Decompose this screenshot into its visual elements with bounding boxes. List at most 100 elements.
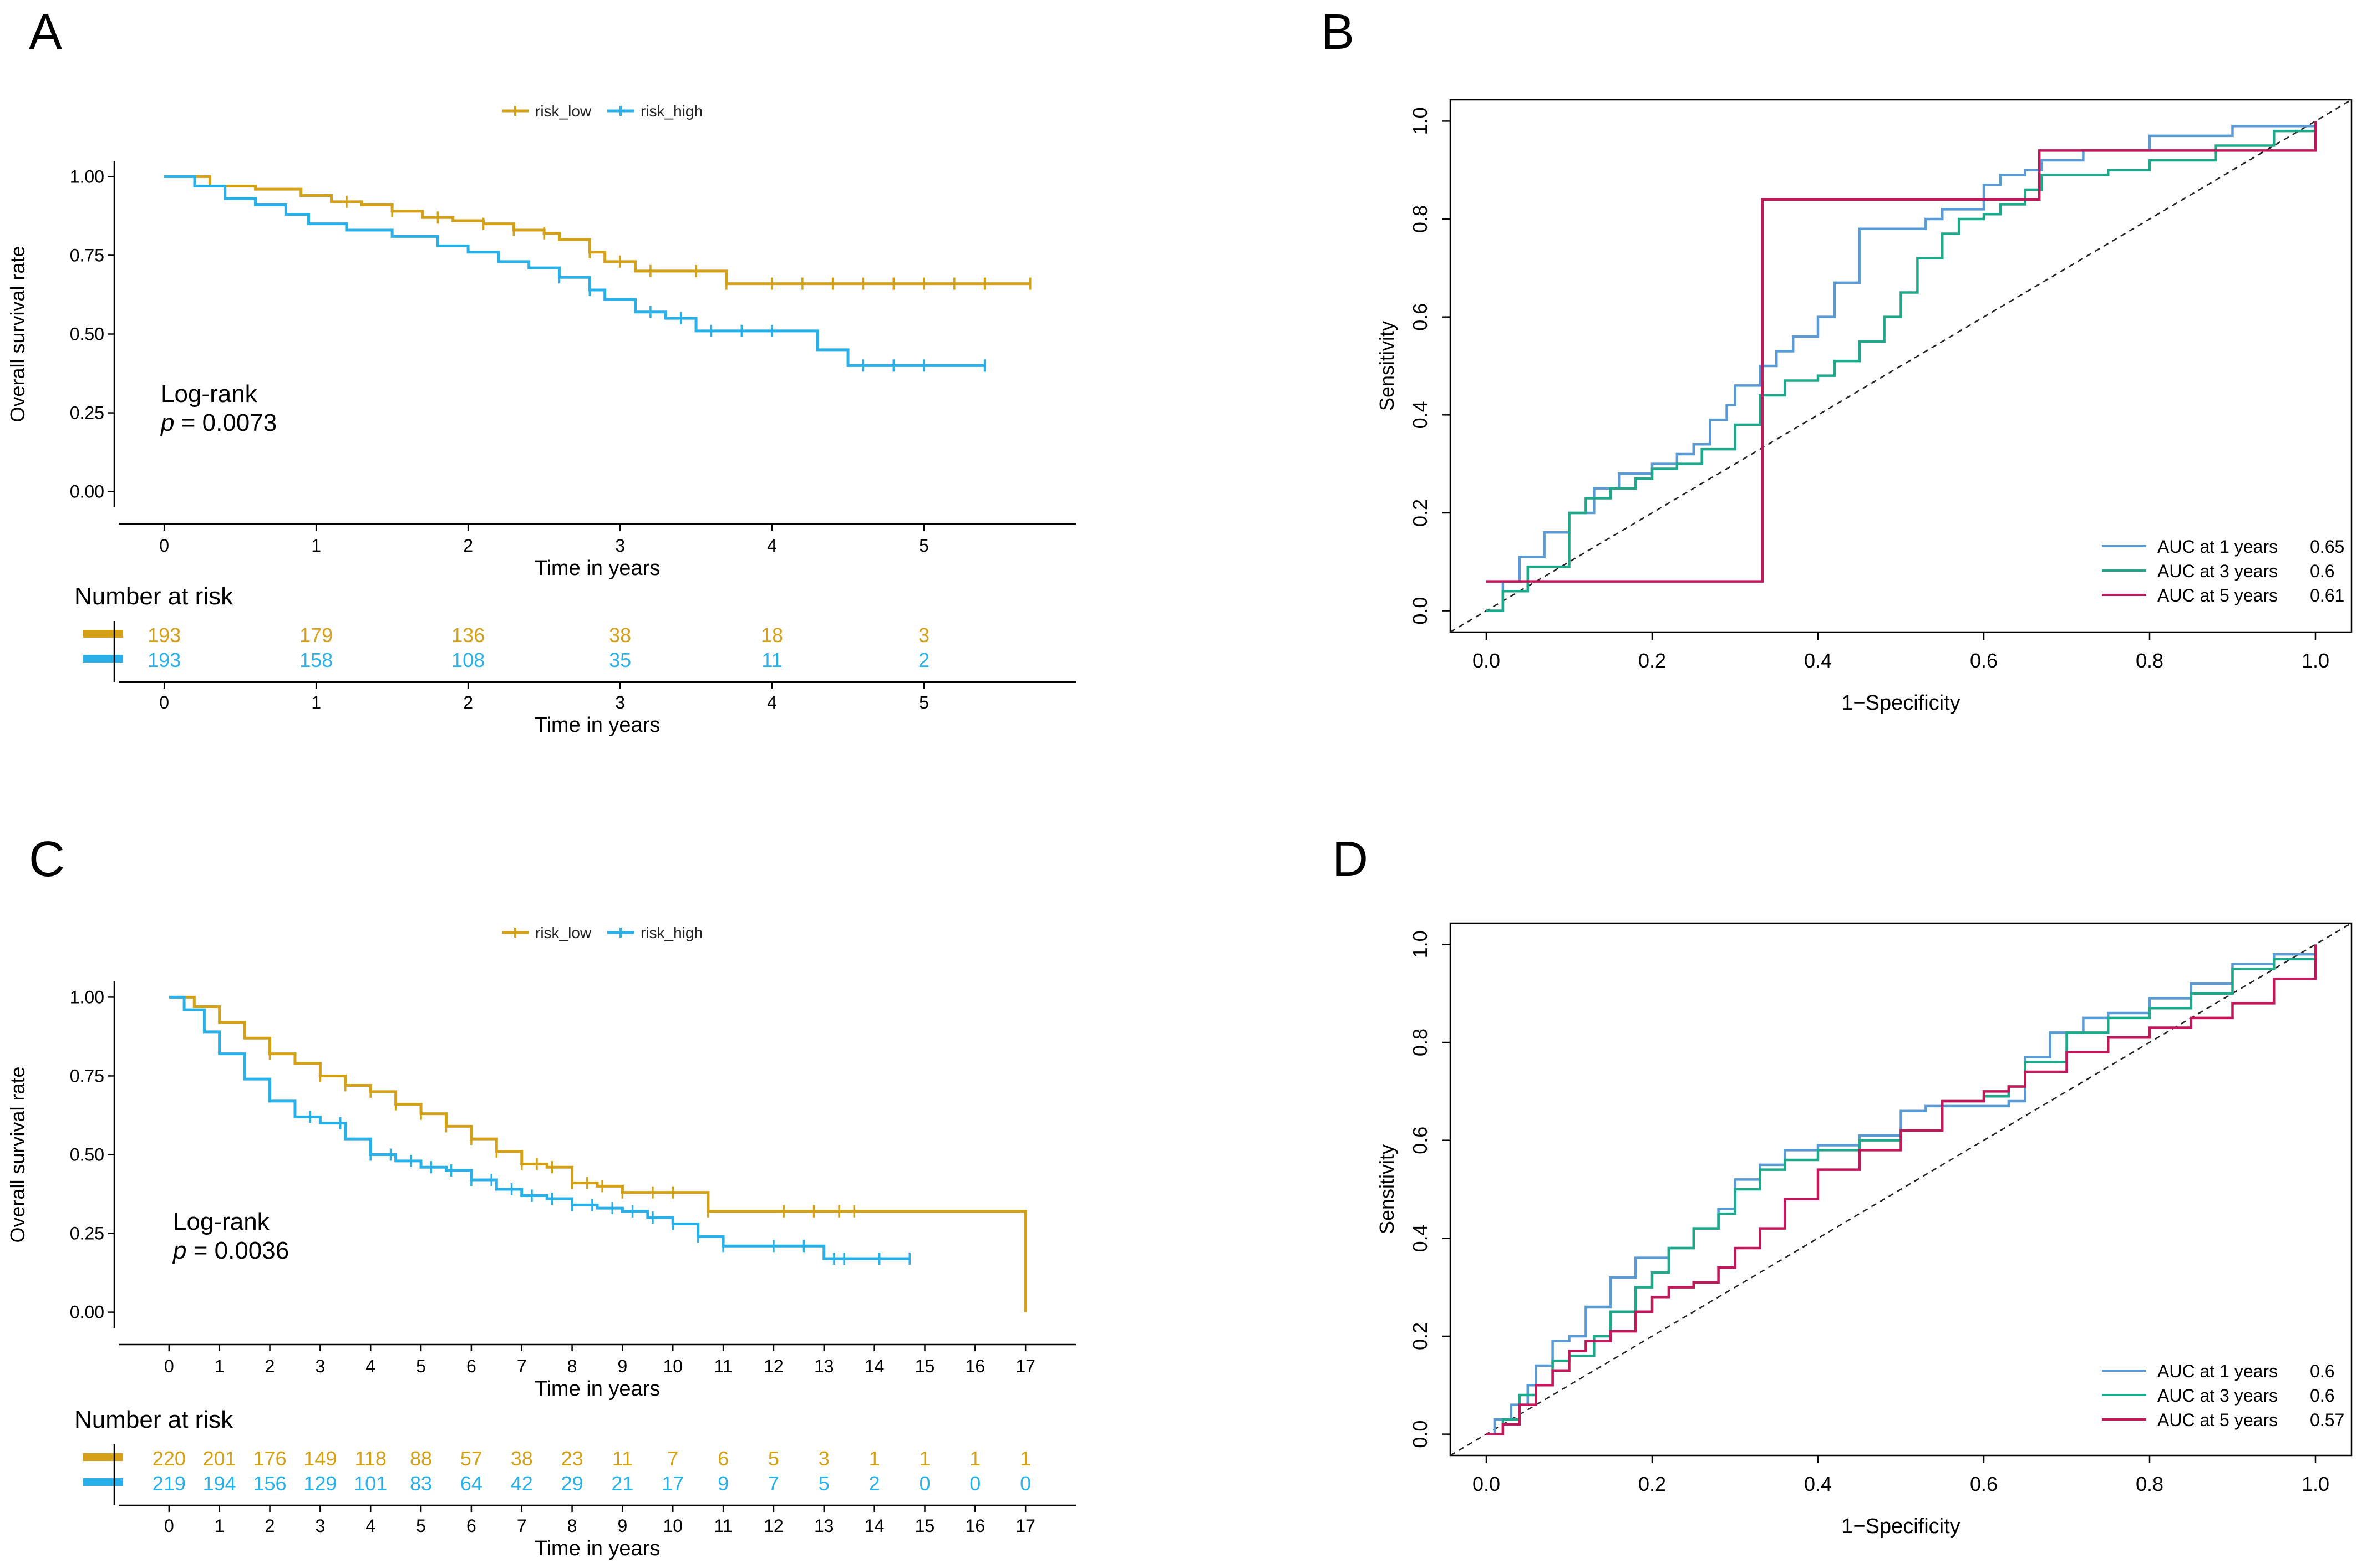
- risk-table-title: Number at risk: [74, 1406, 233, 1433]
- roc-ytick-label: 1.0: [1409, 107, 1431, 135]
- risk-count-low: 7: [667, 1447, 678, 1470]
- risk-count-high: 156: [253, 1472, 286, 1495]
- km-annotation-line1: Log-rank: [161, 380, 258, 408]
- risk-count-high: 17: [662, 1472, 684, 1495]
- km-xtick-label: 3: [315, 1356, 325, 1376]
- roc-plot-frame: [1449, 922, 2353, 1457]
- risk-count-high: 64: [460, 1472, 482, 1495]
- roc-ytick-label: 0.0: [1409, 1421, 1431, 1448]
- roc-y-axis-title: Sensitivity: [1375, 1144, 1398, 1234]
- risk-table-xtick-label: 8: [567, 1516, 577, 1536]
- risk-count-low: 11: [612, 1447, 633, 1470]
- risk-table-swatch-high: [83, 1478, 123, 1486]
- legend-label-risk_low: risk_low: [535, 924, 592, 941]
- roc-ytick-label: 0.6: [1409, 303, 1431, 331]
- km-legend: risk_low risk_high: [502, 103, 703, 120]
- roc-legend-label: AUC at 3 years: [2157, 1386, 2278, 1406]
- risk-table-xtick-label: 1: [311, 693, 321, 712]
- risk-count-low: 149: [303, 1447, 337, 1470]
- km-xtick-label: 17: [1015, 1356, 1035, 1376]
- roc-ytick-label: 0.4: [1409, 401, 1431, 429]
- roc-legend-auc: 0.6: [2310, 561, 2334, 581]
- risk-table-xtick-label: 16: [966, 1516, 986, 1536]
- roc-legend-auc: 0.61: [2310, 586, 2344, 605]
- roc-legend-auc: 0.57: [2310, 1410, 2344, 1430]
- risk-table-xtick-label: 3: [615, 693, 625, 712]
- risk-count-high: 5: [819, 1472, 830, 1495]
- km-xtick-label: 11: [714, 1356, 732, 1376]
- legend-label-risk_high: risk_high: [641, 924, 703, 941]
- risk-table-xtick-label: 3: [315, 1516, 325, 1536]
- roc-xtick-label: 0.0: [1472, 1473, 1500, 1495]
- risk-count-high: 21: [611, 1472, 633, 1495]
- km-xtick-label: 3: [615, 536, 625, 556]
- risk-count-high: 2: [918, 649, 930, 671]
- risk-table-xtick-label: 6: [466, 1516, 476, 1536]
- roc-xtick-label: 0.0: [1472, 649, 1500, 672]
- km-ytick-label: 0.00: [70, 482, 104, 502]
- roc-xtick-label: 1.0: [2302, 1473, 2329, 1495]
- risk-table-xtick-label: 4: [365, 1516, 375, 1536]
- km-curve-risk_high: [164, 175, 985, 367]
- km-xtick-label: 2: [265, 1356, 275, 1376]
- risk-table-xtick-label: 17: [1015, 1516, 1035, 1536]
- risk-table-xtick-label: 5: [919, 693, 929, 712]
- km-xtick-label: 4: [767, 536, 777, 556]
- km-xtick-label: 8: [567, 1356, 577, 1376]
- risk-table-title: Number at risk: [74, 583, 233, 610]
- km-xtick-label: 6: [466, 1356, 476, 1376]
- km-curve-risk_high: [169, 995, 910, 1260]
- km-ytick-label: 0.50: [70, 1145, 104, 1165]
- roc-legend-auc: 0.65: [2310, 537, 2344, 557]
- km-xtick-label: 5: [416, 1356, 426, 1376]
- km-ytick-label: 1.00: [70, 987, 104, 1007]
- km-x-axis-title: Time in years: [535, 1377, 661, 1401]
- roc-diagonal-reference: [1450, 922, 2352, 1457]
- km-xtick-label: 0: [159, 536, 169, 556]
- km-ytick-label: 0.25: [70, 1224, 104, 1244]
- risk-table: Number at risk19319301791581136108238353…: [74, 583, 1076, 737]
- risk-table-x-axis-title: Time in years: [535, 714, 661, 737]
- km-xtick-label: 5: [919, 536, 929, 556]
- km-ytick-label: 0.25: [70, 403, 104, 423]
- km-y-axis-title: Overall survival rate: [6, 1066, 29, 1243]
- risk-count-high: 35: [609, 649, 631, 671]
- risk-count-high: 9: [718, 1472, 729, 1495]
- risk-count-low: 201: [203, 1447, 236, 1470]
- km-panel-a: risk_low risk_high 0.00 0.25 0.50 0.75 1.00 0 1 2…: [6, 103, 1076, 737]
- risk-count-high: 2: [869, 1472, 880, 1495]
- risk-table-xtick-label: 0: [159, 693, 169, 712]
- roc-ytick-label: 0.4: [1409, 1224, 1431, 1252]
- risk-table-xtick-label: 11: [714, 1516, 732, 1536]
- km-curve-risk_low: [164, 175, 1030, 286]
- risk-table-swatch-high: [83, 655, 123, 663]
- risk-count-low: 18: [761, 624, 783, 646]
- roc-x-axis-title: 1−Specificity: [1841, 1515, 1960, 1538]
- risk-count-low: 6: [718, 1447, 729, 1470]
- km-annotation-line1: Log-rank: [173, 1208, 270, 1235]
- risk-count-low: 1: [919, 1447, 930, 1470]
- risk-count-low: 193: [148, 624, 181, 646]
- km-xtick-label: 14: [865, 1356, 885, 1376]
- km-xtick-label: 1: [215, 1356, 225, 1376]
- risk-count-high: 101: [354, 1472, 387, 1495]
- km-xtick-label: 13: [814, 1356, 834, 1376]
- risk-table-xtick-label: 4: [767, 693, 777, 712]
- km-xtick-label: 1: [311, 536, 321, 556]
- roc-diagonal-reference: [1450, 99, 2352, 633]
- roc-legend-auc: 0.6: [2310, 1361, 2334, 1381]
- km-xtick-label: 2: [463, 536, 473, 556]
- roc-ytick-label: 0.2: [1409, 499, 1431, 527]
- risk-count-high: 193: [148, 649, 181, 671]
- risk-table-xtick-label: 9: [618, 1516, 628, 1536]
- roc-plot-frame: [1449, 99, 2353, 633]
- risk-count-low: 136: [451, 624, 485, 646]
- km-xtick-label: 0: [164, 1356, 174, 1376]
- risk-count-high: 194: [203, 1472, 236, 1495]
- risk-count-high: 83: [410, 1472, 432, 1495]
- km-annotation-pvalue: p = 0.0036: [172, 1237, 289, 1264]
- km-xtick-label: 15: [915, 1356, 935, 1376]
- roc-ytick-label: 0.2: [1409, 1322, 1431, 1350]
- roc-xtick-label: 0.2: [1638, 649, 1666, 672]
